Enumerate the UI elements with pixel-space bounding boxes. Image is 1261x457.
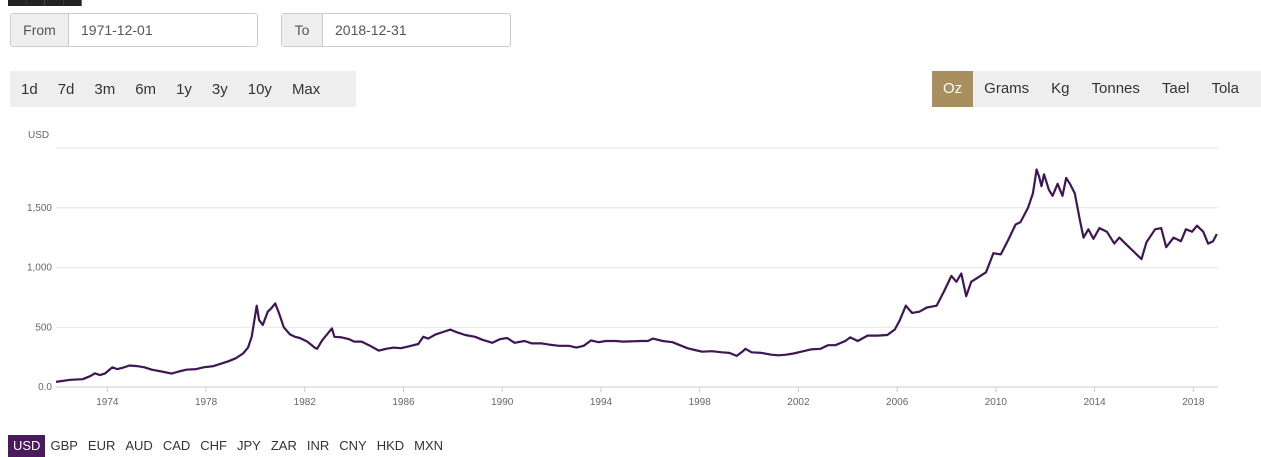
unit-oz-button[interactable]: Oz bbox=[932, 71, 974, 107]
currency-inr-button[interactable]: INR bbox=[306, 437, 330, 453]
time-range-selector: 1d 7d 3m 6m 1y 3y 10y Max bbox=[10, 71, 356, 107]
x-tick-label: 2018 bbox=[1182, 397, 1205, 408]
from-date-input[interactable]: 1971-12-01 bbox=[81, 22, 153, 38]
unit-grams-button[interactable]: Grams bbox=[984, 80, 1030, 97]
y-tick-label: 0.0 bbox=[38, 382, 52, 393]
currency-zar-button[interactable]: ZAR bbox=[270, 437, 297, 453]
x-tick-label: 1982 bbox=[294, 397, 317, 408]
to-date-input[interactable]: 2018-12-31 bbox=[335, 22, 407, 38]
from-label: From bbox=[11, 14, 69, 46]
currency-aud-button[interactable]: AUD bbox=[125, 437, 153, 453]
range-3y-button[interactable]: 3y bbox=[211, 80, 228, 98]
currency-eur-button[interactable]: EUR bbox=[87, 437, 116, 453]
range-1d-button[interactable]: 1d bbox=[21, 80, 38, 98]
currency-usd-button[interactable]: USD bbox=[8, 434, 46, 457]
range-7d-button[interactable]: 7d bbox=[57, 80, 75, 98]
to-date-group[interactable]: To 2018-12-31 bbox=[281, 13, 511, 47]
x-tick-label: 2006 bbox=[886, 397, 909, 408]
currency-hkd-button[interactable]: HKD bbox=[376, 437, 405, 453]
y-tick-label: 1,000 bbox=[27, 263, 52, 274]
x-tick-label: 2014 bbox=[1083, 397, 1106, 408]
unit-tonnes-button[interactable]: Tonnes bbox=[1091, 80, 1140, 97]
range-3m-button[interactable]: 3m bbox=[94, 80, 116, 98]
unit-selector: Oz Grams Kg Tonnes Tael Tola bbox=[932, 71, 1261, 107]
range-10y-button[interactable]: 10y bbox=[247, 80, 272, 98]
range-1y-button[interactable]: 1y bbox=[176, 80, 192, 98]
gold-price-chart: 0.0 500 1,000 1,500 USD 1974 1978 1982 1986 1990 1… bbox=[27, 130, 1218, 408]
to-label: To bbox=[282, 14, 323, 46]
y-tick-label: 1,500 bbox=[27, 203, 52, 214]
x-tick-label: 1990 bbox=[491, 397, 514, 408]
x-tick-label: 1986 bbox=[392, 397, 415, 408]
currency-cad-button[interactable]: CAD bbox=[162, 437, 191, 453]
x-tick-label: 1998 bbox=[689, 397, 712, 408]
page-title-fragment: ████ bbox=[8, 0, 118, 6]
unit-tola-button[interactable]: Tola bbox=[1211, 80, 1239, 97]
currency-selector: USD GBP EUR AUD CAD CHF JPY ZAR INR CNY … bbox=[8, 434, 448, 457]
price-series-line bbox=[55, 168, 1218, 383]
currency-cny-button[interactable]: CNY bbox=[339, 437, 367, 453]
unit-tael-button[interactable]: Tael bbox=[1161, 80, 1190, 97]
x-tick-label: 1978 bbox=[195, 397, 218, 408]
currency-chf-button[interactable]: CHF bbox=[200, 437, 227, 453]
currency-jpy-button[interactable]: JPY bbox=[237, 437, 261, 453]
x-tick-label: 1994 bbox=[590, 397, 613, 408]
x-tick-label: 1974 bbox=[96, 397, 119, 408]
range-6m-button[interactable]: 6m bbox=[135, 80, 157, 98]
x-tick-label: 2002 bbox=[787, 397, 810, 408]
currency-gbp-button[interactable]: GBP bbox=[50, 437, 78, 453]
currency-mxn-button[interactable]: MXN bbox=[414, 437, 444, 453]
y-axis-label: USD bbox=[28, 130, 49, 141]
unit-kg-button[interactable]: Kg bbox=[1051, 80, 1070, 97]
y-tick-label: 500 bbox=[35, 322, 52, 333]
from-date-group[interactable]: From 1971-12-01 bbox=[10, 13, 258, 47]
range-max-button[interactable]: Max bbox=[291, 80, 321, 98]
x-tick-label: 2010 bbox=[985, 397, 1008, 408]
